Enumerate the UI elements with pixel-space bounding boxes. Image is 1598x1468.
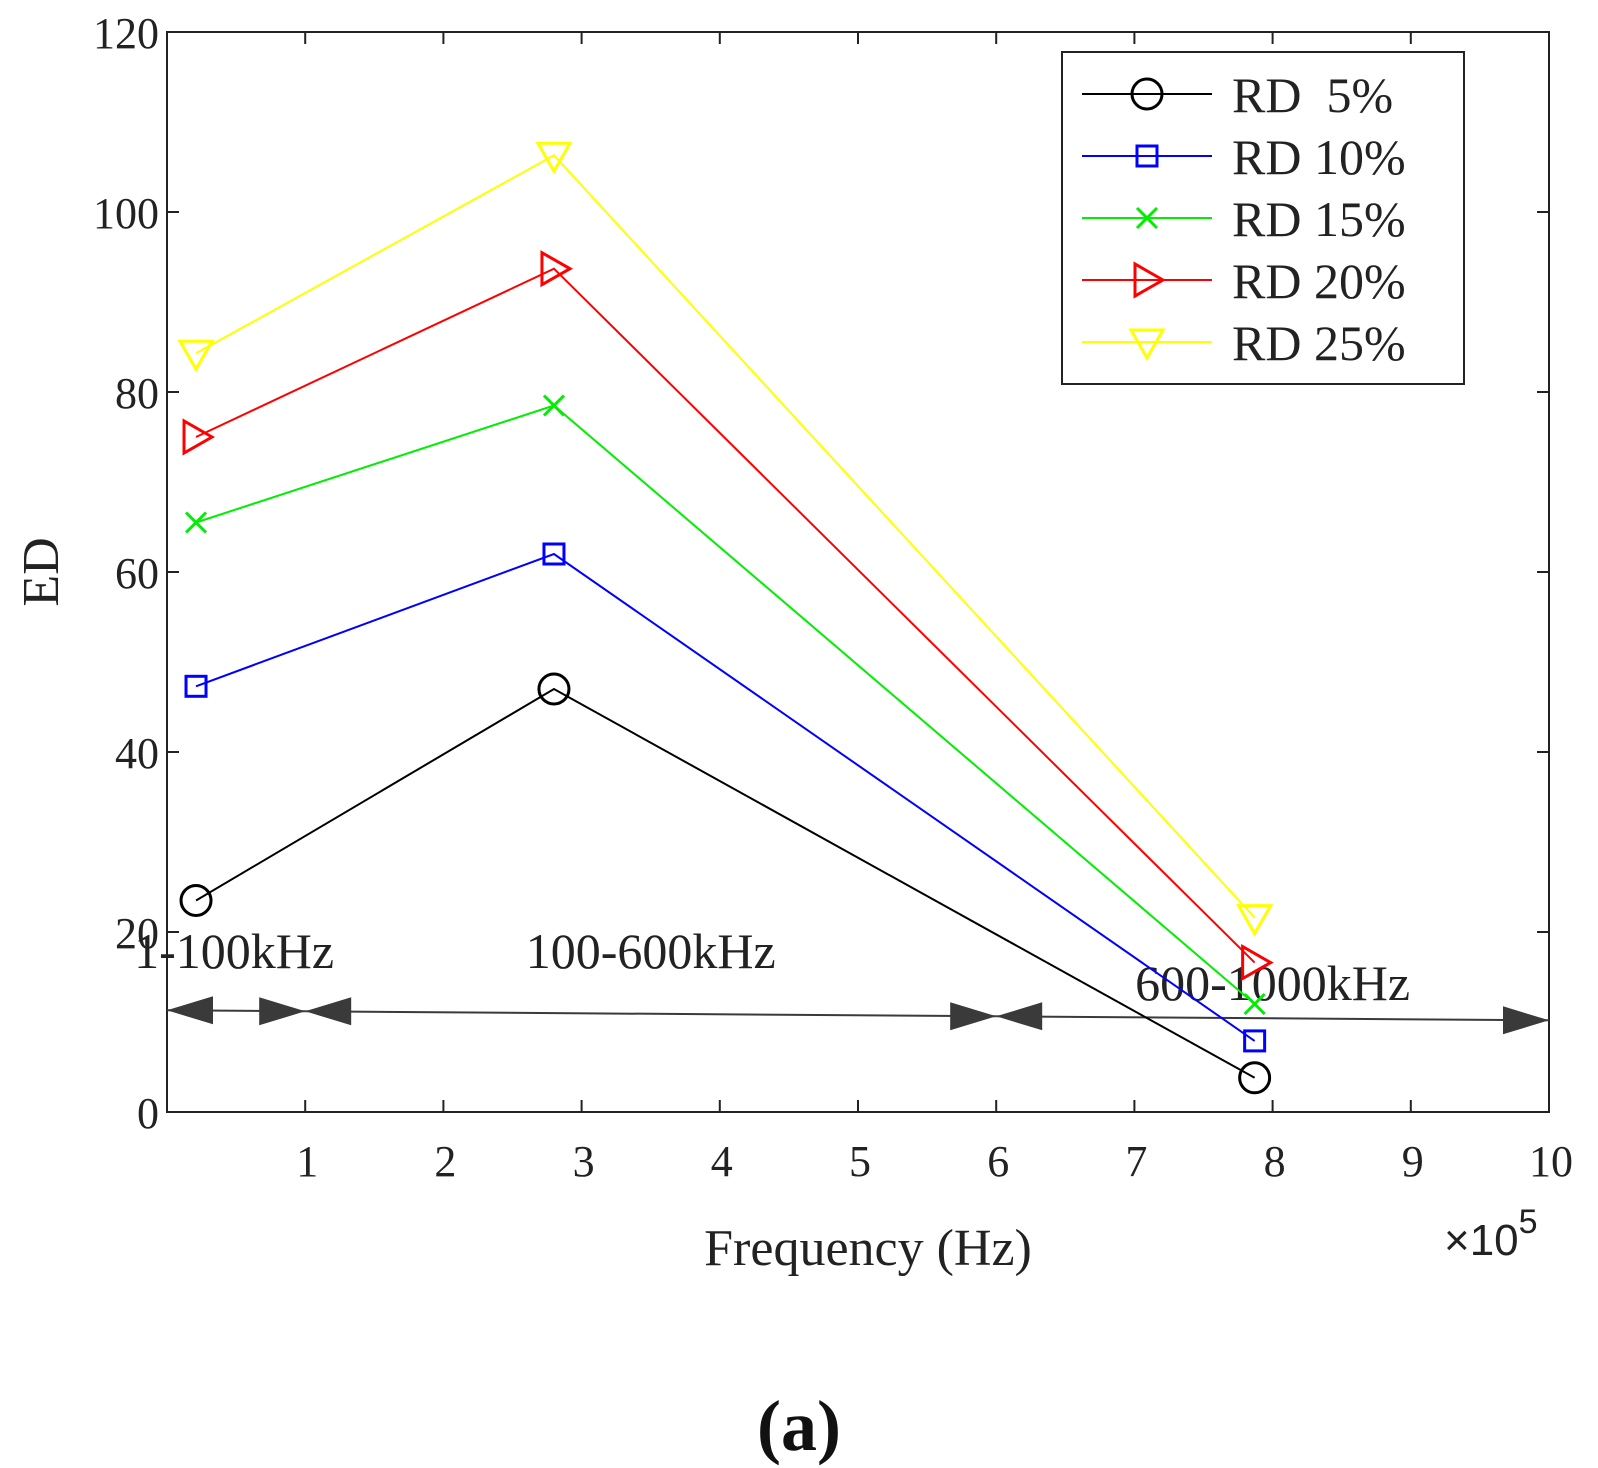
frequency-range-annotation: 100-600kHz: [305, 923, 997, 1031]
x-tick-label: 8: [1264, 1137, 1286, 1186]
range-arrow-line: [996, 1015, 1550, 1022]
x-multiplier-exponent: 5: [1519, 1203, 1538, 1241]
panel-label: (a): [757, 1386, 841, 1466]
y-tick-label: 100: [93, 189, 159, 238]
series-line: [195, 404, 1256, 1005]
frequency-range-annotation: 600-1000kHz: [996, 955, 1550, 1035]
data-point: [1135, 144, 1159, 168]
data-point: [535, 141, 573, 175]
y-tick-label: 0: [137, 1089, 159, 1138]
legend-label: RD 15%: [1232, 191, 1406, 247]
legend-entry: RD 5%: [1082, 67, 1393, 123]
data-point: [179, 884, 213, 917]
x-tick-label: 9: [1402, 1137, 1424, 1186]
range-arrowhead: [259, 997, 306, 1026]
range-arrowhead: [167, 996, 213, 1025]
data-point: [184, 511, 208, 534]
x-tick-label: 7: [1125, 1137, 1147, 1186]
y-tick-label: 120: [93, 9, 159, 58]
y-tick-label: 60: [115, 549, 159, 598]
range-arrow-line: [305, 1010, 997, 1018]
data-point: [542, 394, 566, 417]
x-tick-label: 2: [434, 1137, 456, 1186]
x-tick-label: 10: [1529, 1137, 1573, 1186]
series-3: [184, 394, 1266, 1016]
series-5: [177, 141, 1274, 937]
series-2: [184, 542, 1267, 1053]
series-line: [195, 267, 1256, 964]
data-point: [1241, 944, 1274, 982]
legend-entry: RD 25%: [1082, 315, 1406, 371]
series-line: [195, 552, 1256, 1042]
y-tick-label: 80: [115, 369, 159, 418]
data-point: [184, 674, 208, 698]
x-tick-label: 1: [296, 1137, 318, 1186]
data-point: [177, 339, 215, 373]
frequency-range-label: 600-1000kHz: [1135, 955, 1410, 1011]
data-point: [1135, 206, 1159, 230]
legend-label: RD 10%: [1232, 129, 1406, 185]
range-arrowhead: [305, 997, 352, 1026]
series-4: [182, 250, 1274, 982]
x-tick-label: 3: [573, 1137, 595, 1186]
data-point: [182, 418, 216, 456]
frequency-range-label: 100-600kHz: [526, 923, 776, 979]
data-point: [1243, 1029, 1267, 1053]
x-tick-label: 6: [987, 1137, 1009, 1186]
y-tick-label: 20: [115, 909, 159, 958]
data-point: [1128, 328, 1166, 362]
x-multiplier-base: ×10: [1444, 1216, 1519, 1265]
y-axis-label: ED: [13, 537, 70, 606]
range-arrowhead: [996, 1002, 1043, 1031]
data-point: [1236, 904, 1274, 937]
data-point: [1238, 1061, 1272, 1095]
series-line: [195, 154, 1256, 919]
frequency-range-annotation: 1-100kHz: [134, 923, 334, 1026]
legend-label: RD 5%: [1232, 67, 1393, 123]
series-1: [179, 672, 1272, 1095]
data-point: [540, 250, 573, 288]
data-point: [537, 672, 571, 706]
legend-label: RD 20%: [1232, 253, 1406, 309]
range-arrowhead: [950, 1002, 997, 1031]
range-arrowhead: [1503, 1006, 1549, 1035]
legend-entry: RD 20%: [1082, 253, 1406, 309]
series-line: [195, 687, 1256, 1079]
frequency-range-label: 1-100kHz: [134, 923, 334, 979]
legend-entry: RD 15%: [1082, 191, 1406, 247]
data-point: [1243, 992, 1266, 1016]
legend-label: RD 25%: [1232, 315, 1406, 371]
y-tick-label: 40: [115, 729, 159, 778]
x-tick-label: 4: [711, 1137, 733, 1186]
data-point: [1130, 77, 1164, 111]
legend-entry: RD 10%: [1082, 129, 1406, 185]
data-point: [1133, 261, 1167, 299]
x-multiplier: ×105: [1444, 1203, 1538, 1265]
data-point: [542, 542, 566, 566]
x-tick-label: 5: [849, 1137, 871, 1186]
x-axis-label: Frequency (Hz): [704, 1220, 1032, 1277]
